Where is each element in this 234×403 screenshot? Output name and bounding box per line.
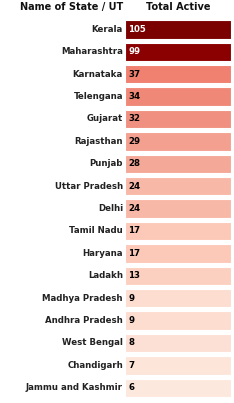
Text: Andhra Pradesh: Andhra Pradesh	[45, 316, 123, 325]
FancyBboxPatch shape	[125, 378, 231, 397]
Text: Tamil Nadu: Tamil Nadu	[69, 226, 123, 235]
FancyBboxPatch shape	[125, 312, 231, 330]
Text: 17: 17	[128, 249, 140, 258]
FancyBboxPatch shape	[125, 222, 231, 240]
FancyBboxPatch shape	[125, 155, 231, 173]
Text: 28: 28	[128, 159, 140, 168]
Text: Ladakh: Ladakh	[88, 271, 123, 280]
Text: Kerala: Kerala	[92, 25, 123, 34]
Text: Karnataka: Karnataka	[73, 70, 123, 79]
FancyBboxPatch shape	[125, 132, 231, 151]
Text: 8: 8	[128, 339, 134, 347]
Text: Gujarat: Gujarat	[87, 114, 123, 123]
Text: 99: 99	[128, 47, 140, 56]
FancyBboxPatch shape	[125, 20, 231, 39]
Text: Telengana: Telengana	[73, 92, 123, 101]
Text: 34: 34	[128, 92, 140, 101]
Text: Chandigarh: Chandigarh	[67, 361, 123, 370]
FancyBboxPatch shape	[125, 177, 231, 195]
FancyBboxPatch shape	[125, 65, 231, 83]
FancyBboxPatch shape	[125, 199, 231, 218]
Text: 9: 9	[128, 294, 134, 303]
Text: 29: 29	[128, 137, 140, 146]
Text: 24: 24	[128, 204, 140, 213]
FancyBboxPatch shape	[125, 334, 231, 352]
Text: 9: 9	[128, 316, 134, 325]
Text: Haryana: Haryana	[82, 249, 123, 258]
FancyBboxPatch shape	[125, 289, 231, 307]
Text: West Bengal: West Bengal	[62, 339, 123, 347]
Text: Uttar Pradesh: Uttar Pradesh	[55, 182, 123, 191]
Text: Madhya Pradesh: Madhya Pradesh	[43, 294, 123, 303]
Text: Delhi: Delhi	[98, 204, 123, 213]
FancyBboxPatch shape	[125, 244, 231, 262]
Text: 32: 32	[128, 114, 140, 123]
Text: 17: 17	[128, 226, 140, 235]
Text: Name of State / UT: Name of State / UT	[20, 2, 123, 12]
FancyBboxPatch shape	[125, 43, 231, 61]
Text: Total Active: Total Active	[146, 2, 210, 12]
Text: 7: 7	[128, 361, 134, 370]
Text: Maharashtra: Maharashtra	[61, 47, 123, 56]
Text: 105: 105	[128, 25, 146, 34]
Text: 37: 37	[128, 70, 140, 79]
FancyBboxPatch shape	[125, 110, 231, 128]
FancyBboxPatch shape	[125, 87, 231, 106]
Text: Jammu and Kashmir: Jammu and Kashmir	[26, 383, 123, 392]
FancyBboxPatch shape	[125, 356, 231, 374]
Text: 24: 24	[128, 182, 140, 191]
Text: Punjab: Punjab	[89, 159, 123, 168]
Text: Rajasthan: Rajasthan	[74, 137, 123, 146]
FancyBboxPatch shape	[125, 266, 231, 285]
Text: 13: 13	[128, 271, 140, 280]
Text: 6: 6	[128, 383, 134, 392]
